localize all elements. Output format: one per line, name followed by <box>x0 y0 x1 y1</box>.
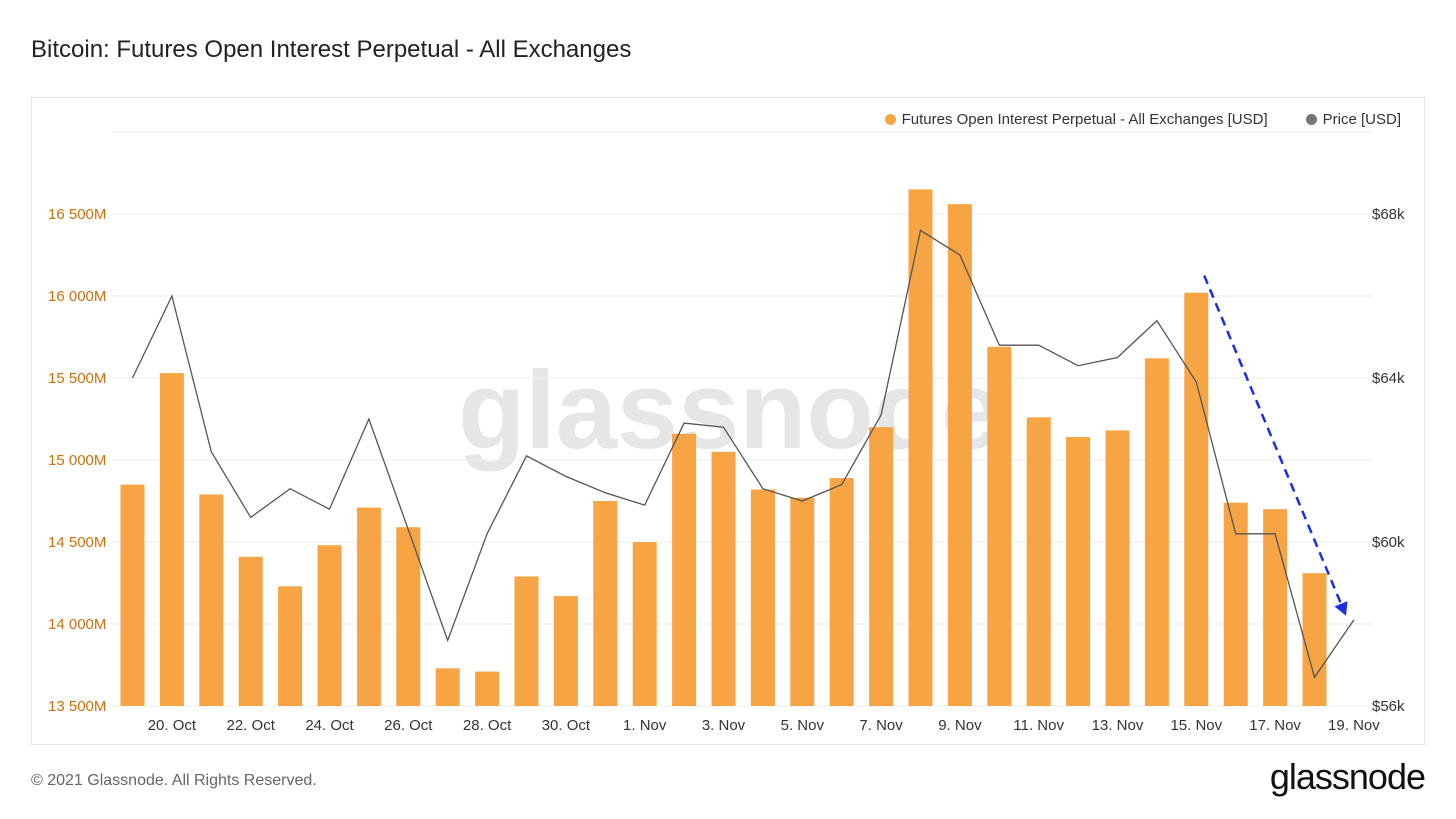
bar <box>1144 358 1169 706</box>
bar <box>750 489 775 706</box>
trend-arrow-head-icon <box>1334 601 1348 616</box>
x-tick-label: 26. Oct <box>384 717 433 734</box>
x-tick-label: 30. Oct <box>542 717 591 734</box>
bar <box>317 545 342 706</box>
left-axis-tick-label: 13 500M <box>48 698 106 715</box>
left-axis-tick-label: 14 500M <box>48 534 106 551</box>
chart-title: Bitcoin: Futures Open Interest Perpetual… <box>31 36 632 63</box>
bar <box>632 542 657 706</box>
x-tick-label: 9. Nov <box>938 717 982 734</box>
right-axis-tick-label: $60k <box>1372 534 1405 551</box>
bar <box>790 497 815 706</box>
x-tick-label: 17. Nov <box>1249 717 1301 734</box>
x-tick-label: 11. Nov <box>1013 717 1064 734</box>
bar <box>1223 502 1248 706</box>
bar <box>199 494 224 706</box>
right-axis-tick-label: $64k <box>1372 370 1405 387</box>
x-tick-label: 3. Nov <box>702 717 746 734</box>
x-tick-label: 22. Oct <box>227 717 276 734</box>
bar <box>1066 437 1091 706</box>
left-axis-tick-label: 16 000M <box>48 288 106 305</box>
legend-dot-open-interest-icon <box>884 114 896 125</box>
left-axis-tick-label: 15 000M <box>48 452 106 469</box>
legend-label-price: Price [USD] <box>1322 111 1401 128</box>
legend-label-open-interest: Futures Open Interest Perpetual - All Ex… <box>901 111 1268 128</box>
bar <box>672 433 697 706</box>
bar <box>711 451 736 706</box>
x-tick-label: 28. Oct <box>463 717 512 734</box>
bar <box>553 596 578 706</box>
chart-panel <box>31 97 1425 745</box>
legend-item-open-interest[interactable]: Futures Open Interest Perpetual - All Ex… <box>884 111 1268 128</box>
right-axis-tick-label: $56k <box>1372 698 1405 715</box>
x-tick-label: 5. Nov <box>781 717 825 734</box>
bar <box>396 527 421 706</box>
bar <box>1302 573 1327 706</box>
x-tick-label: 1. Nov <box>623 717 667 734</box>
bar <box>1026 417 1051 706</box>
bar <box>435 668 460 706</box>
glassnode-logo[interactable]: glassnode <box>1269 756 1426 797</box>
x-tick-label: 7. Nov <box>859 717 903 734</box>
copyright: © 2021 Glassnode. All Rights Reserved. <box>31 772 317 789</box>
bar <box>514 576 539 706</box>
x-tick-label: 24. Oct <box>305 717 354 734</box>
x-tick-label: 15. Nov <box>1170 717 1222 734</box>
bar <box>908 189 933 706</box>
bar <box>1263 509 1288 706</box>
bar <box>869 427 894 706</box>
bar <box>947 204 972 706</box>
bar <box>475 671 500 706</box>
left-axis-tick-label: 14 000M <box>48 616 106 633</box>
legend: Futures Open Interest Perpetual - All Ex… <box>884 111 1401 128</box>
bar <box>593 501 618 706</box>
bar <box>1184 292 1209 706</box>
x-tick-label: 13. Nov <box>1092 717 1144 734</box>
bar <box>120 484 145 706</box>
legend-item-price[interactable]: Price [USD] <box>1305 111 1401 128</box>
left-axis-tick-label: 15 500M <box>48 370 106 387</box>
bar <box>238 556 263 706</box>
price-line <box>131 229 1355 679</box>
left-axis-tick-label: 16 500M <box>48 206 106 223</box>
bar <box>987 346 1012 706</box>
bar <box>278 586 303 706</box>
x-tick-label: 20. Oct <box>148 717 197 734</box>
bar <box>1105 430 1130 706</box>
bar <box>356 507 381 706</box>
right-axis-tick-label: $68k <box>1372 206 1405 223</box>
bar <box>159 373 184 706</box>
x-tick-label: 19. Nov <box>1328 717 1380 734</box>
bar <box>829 478 854 706</box>
legend-dot-price-icon <box>1305 114 1317 125</box>
